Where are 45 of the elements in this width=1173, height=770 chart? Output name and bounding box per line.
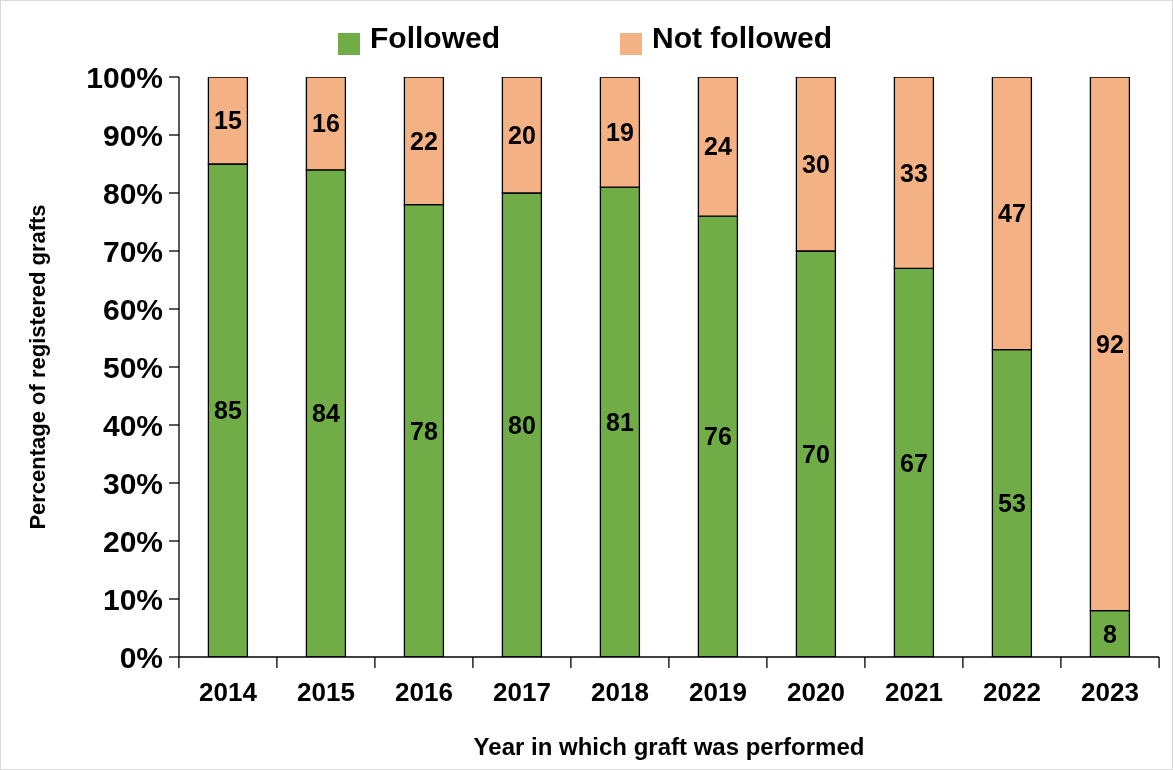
data-label: 53 <box>997 489 1026 518</box>
data-label: 24 <box>703 132 732 161</box>
x-tick-label: 2020 <box>787 677 845 707</box>
data-label: 8 <box>1102 619 1117 648</box>
y-tick-label: 90% <box>102 118 163 152</box>
data-label: 80 <box>507 410 536 439</box>
data-label: 19 <box>605 117 634 146</box>
legend-label: Not followed <box>652 21 832 54</box>
y-tick-label: 80% <box>102 176 163 210</box>
data-label: 84 <box>311 399 340 428</box>
x-tick-label: 2023 <box>1081 677 1139 707</box>
x-tick-label: 2019 <box>689 677 747 707</box>
data-label: 85 <box>213 396 242 425</box>
data-label: 16 <box>311 109 340 138</box>
data-label: 76 <box>703 422 732 451</box>
y-tick-label: 20% <box>102 524 163 558</box>
data-label: 20 <box>507 120 536 149</box>
data-label: 81 <box>605 407 634 436</box>
y-tick-label: 0% <box>119 640 163 674</box>
x-axis-title: Year in which graft was performed <box>473 733 865 760</box>
data-label: 78 <box>409 416 438 445</box>
x-tick-label: 2016 <box>395 677 453 707</box>
y-tick-label: 50% <box>102 350 163 384</box>
legend-label: Followed <box>370 21 500 54</box>
data-label: 15 <box>213 106 242 135</box>
data-label: 67 <box>899 448 928 477</box>
y-tick-label: 100% <box>86 60 163 94</box>
data-label: 47 <box>997 199 1026 228</box>
x-tick-label: 2021 <box>885 677 943 707</box>
y-tick-label: 60% <box>102 292 163 326</box>
data-label: 33 <box>899 158 928 187</box>
data-label: 92 <box>1095 329 1124 358</box>
data-label: 22 <box>409 126 438 155</box>
y-tick-label: 30% <box>102 466 163 500</box>
x-tick-label: 2015 <box>297 677 355 707</box>
y-tick-label: 40% <box>102 408 163 442</box>
x-tick-label: 2018 <box>591 677 649 707</box>
data-label: 70 <box>801 439 830 468</box>
y-tick-label: 10% <box>102 582 163 616</box>
y-axis-title: Percentage of registered grafts <box>24 204 50 530</box>
x-tick-label: 2022 <box>983 677 1041 707</box>
data-label: 30 <box>801 149 830 178</box>
x-tick-label: 2017 <box>493 677 551 707</box>
y-tick-label: 70% <box>102 234 163 268</box>
x-tick-label: 2014 <box>199 677 258 707</box>
